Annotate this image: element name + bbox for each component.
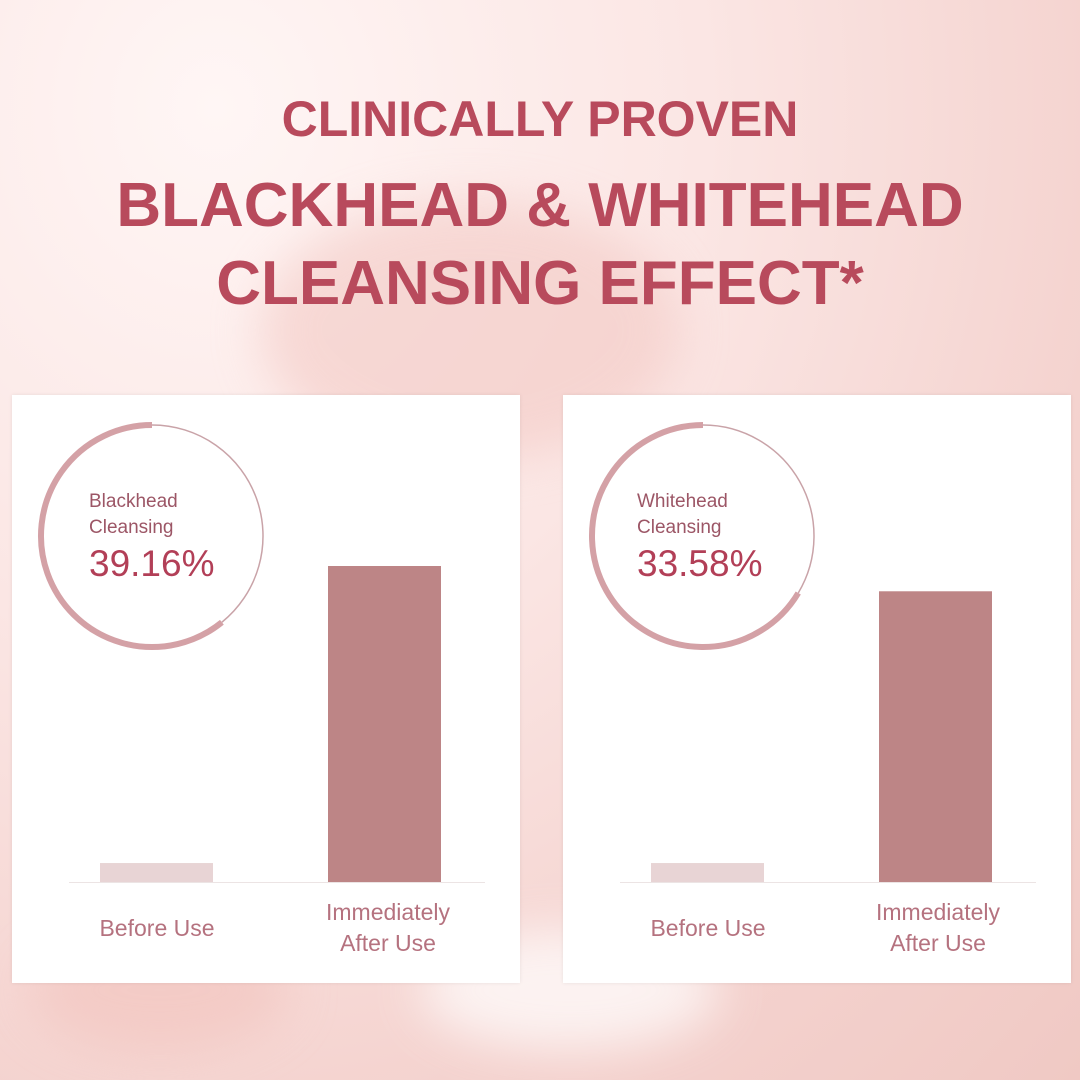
ring-arc-thin bbox=[151, 424, 264, 623]
headline-main-2: CLEANSING EFFECT* bbox=[216, 249, 864, 318]
category-label-after: Immediately After Use bbox=[838, 897, 1038, 959]
bar-after-use bbox=[328, 566, 441, 882]
chart-panel-blackhead: Blackhead Cleansing 39.16% Before Use Im… bbox=[12, 395, 520, 983]
tick-label: Immediately bbox=[326, 899, 450, 925]
ring-arc-thin bbox=[702, 424, 815, 594]
ring-arc-progress bbox=[589, 422, 801, 650]
bar-after-use bbox=[879, 591, 992, 882]
headline-main-1: BLACKHEAD & WHITEHEAD bbox=[116, 171, 964, 240]
headline-clinically-proven: CLINICALLY PROVEN bbox=[281, 91, 799, 147]
ring-text: Whitehead Cleansing 33.58% bbox=[637, 489, 763, 585]
category-label-before: Before Use bbox=[608, 913, 808, 944]
ring-value: 33.58% bbox=[637, 543, 763, 584]
tick-label: After Use bbox=[890, 930, 986, 956]
ring-text: Blackhead Cleansing 39.16% bbox=[89, 489, 215, 585]
ring-arc-progress bbox=[38, 422, 224, 650]
ring-value: 39.16% bbox=[89, 543, 215, 584]
bar-before-use bbox=[100, 863, 213, 882]
tick-label: Before Use bbox=[99, 915, 215, 941]
chart-svg bbox=[589, 422, 1036, 883]
tick-label: After Use bbox=[340, 930, 436, 956]
category-label-after: Immediately After Use bbox=[288, 897, 488, 959]
ring-label: Whitehead bbox=[637, 491, 728, 512]
chart-panel-whitehead: Whitehead Cleansing 33.58% Before Use Im… bbox=[563, 395, 1071, 983]
tick-label: Before Use bbox=[650, 915, 766, 941]
bar-before-use bbox=[651, 863, 764, 882]
tick-label: Immediately bbox=[876, 899, 1000, 925]
category-label-before: Before Use bbox=[57, 913, 257, 944]
ring-label: Blackhead bbox=[89, 491, 178, 512]
ring-label: Cleansing bbox=[89, 517, 174, 538]
ring-label: Cleansing bbox=[637, 517, 722, 538]
chart-svg bbox=[38, 422, 485, 883]
